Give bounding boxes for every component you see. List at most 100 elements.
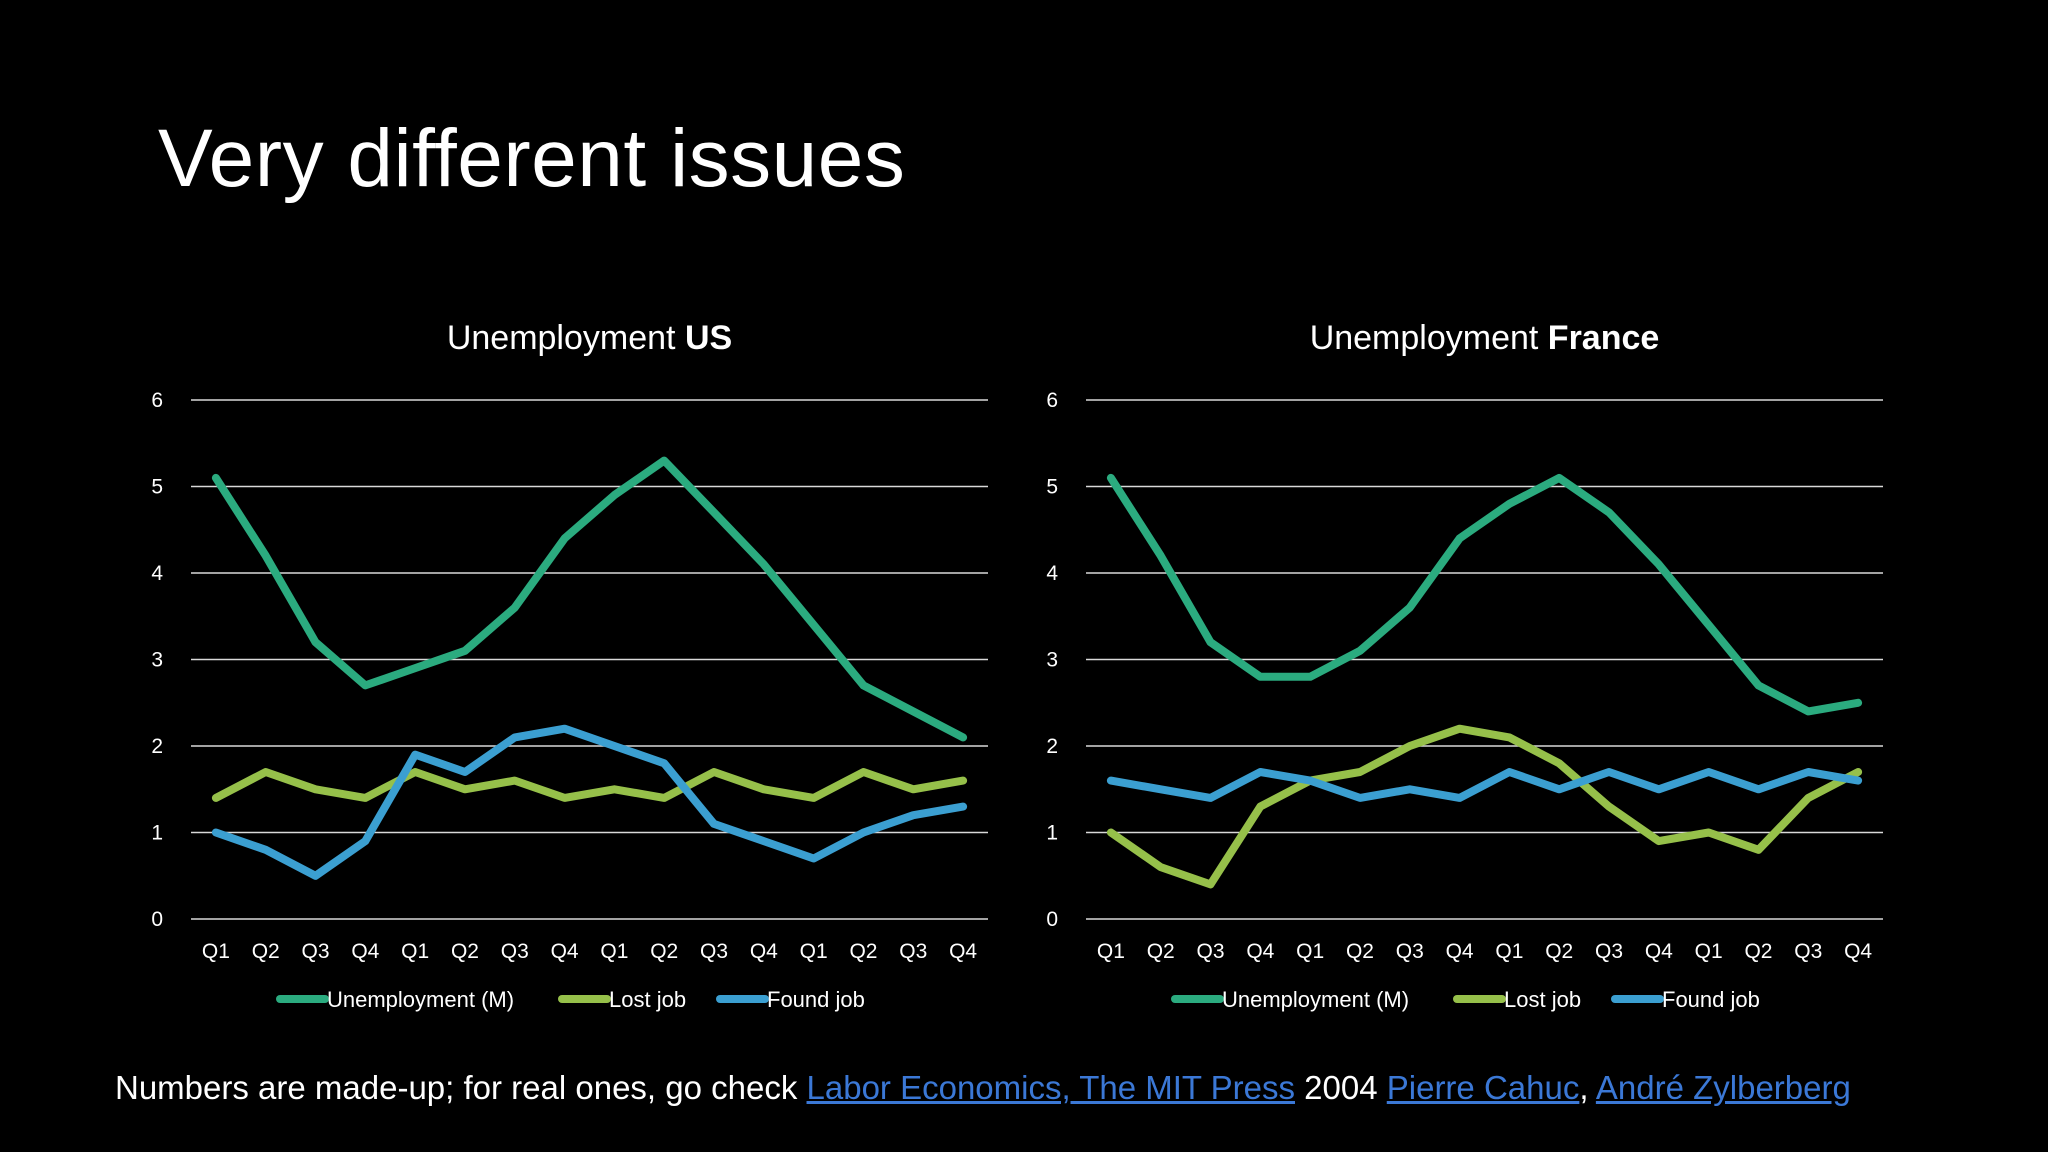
y-tick-label: 4 [1046,562,1058,585]
x-tick-label: Q1 [800,940,828,963]
y-tick-label: 0 [1046,908,1058,931]
data-point [1806,709,1810,713]
legend-label: Found job [1662,987,1760,1012]
data-point [662,796,666,800]
series-line-unemployment-m [1106,473,1863,716]
data-point [1756,787,1760,791]
footnote-link-book[interactable]: Labor Economics, The MIT Press [806,1069,1295,1106]
data-point [1507,770,1511,774]
data-point [812,623,816,627]
data-point [1756,848,1760,852]
data-point [1159,554,1163,558]
data-point [1209,796,1213,800]
data-point [513,779,517,783]
data-point [712,770,716,774]
data-point [314,874,318,878]
data-point [911,813,915,817]
data-point [563,796,567,800]
data-point [1258,805,1262,809]
data-point [264,770,268,774]
series-line-lost-job [211,768,968,802]
data-point [1657,787,1661,791]
data-point [1308,779,1312,783]
y-tick-label: 5 [151,476,163,499]
data-point [1607,770,1611,774]
data-point [1756,683,1760,687]
data-point [1856,701,1860,705]
data-point [1707,770,1711,774]
y-tick-label: 3 [1046,649,1058,672]
x-tick-label: Q2 [1346,940,1374,963]
legend-label: Unemployment (M) [1222,987,1409,1012]
data-point [1657,562,1661,566]
x-tick-label: Q1 [1296,940,1324,963]
data-point [1557,787,1561,791]
x-tick-label: Q1 [1495,940,1523,963]
x-tick-label: Q1 [1695,940,1723,963]
series-line-found-job [211,724,968,880]
data-point [1607,510,1611,514]
data-point [612,744,616,748]
x-tick-label: Q4 [1645,940,1673,963]
footnote-link-author-cahuc[interactable]: Pierre Cahuc [1386,1069,1580,1106]
data-point [861,770,865,774]
data-point [214,831,218,835]
data-point [363,683,367,687]
footnote-middle: 2004 [1295,1069,1387,1106]
footnote-prefix: Numbers are made-up; for real ones, go c… [115,1069,807,1106]
x-tick-label: Q3 [1794,940,1822,963]
series-line-lost-job [1106,724,1863,889]
data-point [1707,623,1711,627]
data-point [662,459,666,463]
data-point [1607,805,1611,809]
x-tick-label: Q4 [750,940,778,963]
footnote: Numbers are made-up; for real ones, go c… [115,1069,1851,1107]
y-tick-label: 4 [151,562,163,585]
data-point [463,649,467,653]
data-point [812,856,816,860]
data-point [264,554,268,558]
data-point [1806,796,1810,800]
data-point [363,796,367,800]
data-point [961,735,965,739]
chart-title-france: Unemployment France [1310,319,1660,357]
x-tick-label: Q3 [1396,940,1424,963]
x-tick-label: Q1 [202,940,230,963]
x-tick-label: Q1 [600,940,628,963]
x-tick-label: Q4 [1446,940,1474,963]
data-point [363,839,367,843]
y-tick-label: 5 [1046,476,1058,499]
legend-label: Found job [767,987,865,1012]
data-point [1458,536,1462,540]
data-point [413,666,417,670]
data-point [1308,675,1312,679]
y-tick-label: 1 [151,822,163,845]
data-point [1408,744,1412,748]
data-point [214,796,218,800]
x-tick-label: Q4 [351,940,379,963]
data-point [961,805,965,809]
data-point [413,753,417,757]
data-point [1258,675,1262,679]
data-point [563,536,567,540]
x-tick-label: Q4 [1844,940,1872,963]
data-point [911,709,915,713]
data-point [1209,882,1213,886]
footnote-link-author-zylberberg[interactable]: André Zylberberg [1595,1069,1851,1106]
data-point [861,831,865,835]
data-point [413,770,417,774]
data-point [1358,796,1362,800]
data-point [1109,476,1113,480]
data-point [1159,865,1163,869]
legend-label: Unemployment (M) [327,987,514,1012]
series-line-unemployment-m [211,456,968,742]
x-tick-label: Q3 [501,940,529,963]
chart-us: Unemployment US 0 1 2 3 4 5 6 Q1 Q2 Q3 Q4 Q1 Q2 Q3 Q4 Q1… [100,319,1100,1040]
y-tick-label: 2 [1046,735,1058,758]
chart-title-prefix: Unemployment [1310,319,1548,357]
x-tick-label: Q2 [451,940,479,963]
data-point [314,640,318,644]
x-tick-label: Q2 [650,940,678,963]
data-point [513,606,517,610]
data-point [1507,735,1511,739]
